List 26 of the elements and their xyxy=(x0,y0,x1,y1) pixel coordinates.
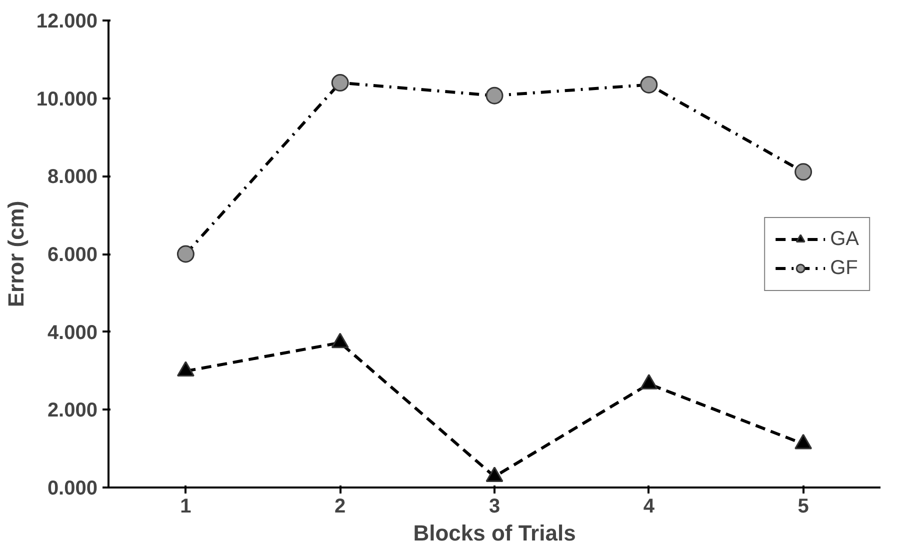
y-tick-label: 10.000 xyxy=(36,88,98,110)
point xyxy=(486,466,504,482)
y-tick-label: 4.000 xyxy=(47,322,98,344)
y-tick-label: 12.000 xyxy=(36,10,98,32)
x-tick-label: 2 xyxy=(334,496,346,518)
legend-label: GA xyxy=(830,228,859,250)
point xyxy=(640,374,658,390)
point xyxy=(176,361,194,377)
point xyxy=(331,74,349,92)
point xyxy=(331,332,349,348)
y-axis-title: Error (cm) xyxy=(3,200,28,308)
x-tick-label: 3 xyxy=(488,496,500,518)
point xyxy=(486,86,504,104)
y-tick-label: 2.000 xyxy=(47,400,98,422)
point xyxy=(794,163,812,181)
point xyxy=(794,434,812,450)
y-tick-label: 8.000 xyxy=(47,166,98,188)
legend-label: GF xyxy=(830,256,858,280)
y-tick-label: 6.000 xyxy=(47,244,98,266)
x-tick-label: 4 xyxy=(643,496,656,518)
y-tick-label: 0.000 xyxy=(47,478,98,500)
point xyxy=(640,76,658,94)
x-tick-label: 5 xyxy=(798,496,809,518)
x-axis-title: Blocks of Trials xyxy=(413,520,576,546)
x-tick-label: 1 xyxy=(180,496,192,518)
point xyxy=(176,245,194,263)
